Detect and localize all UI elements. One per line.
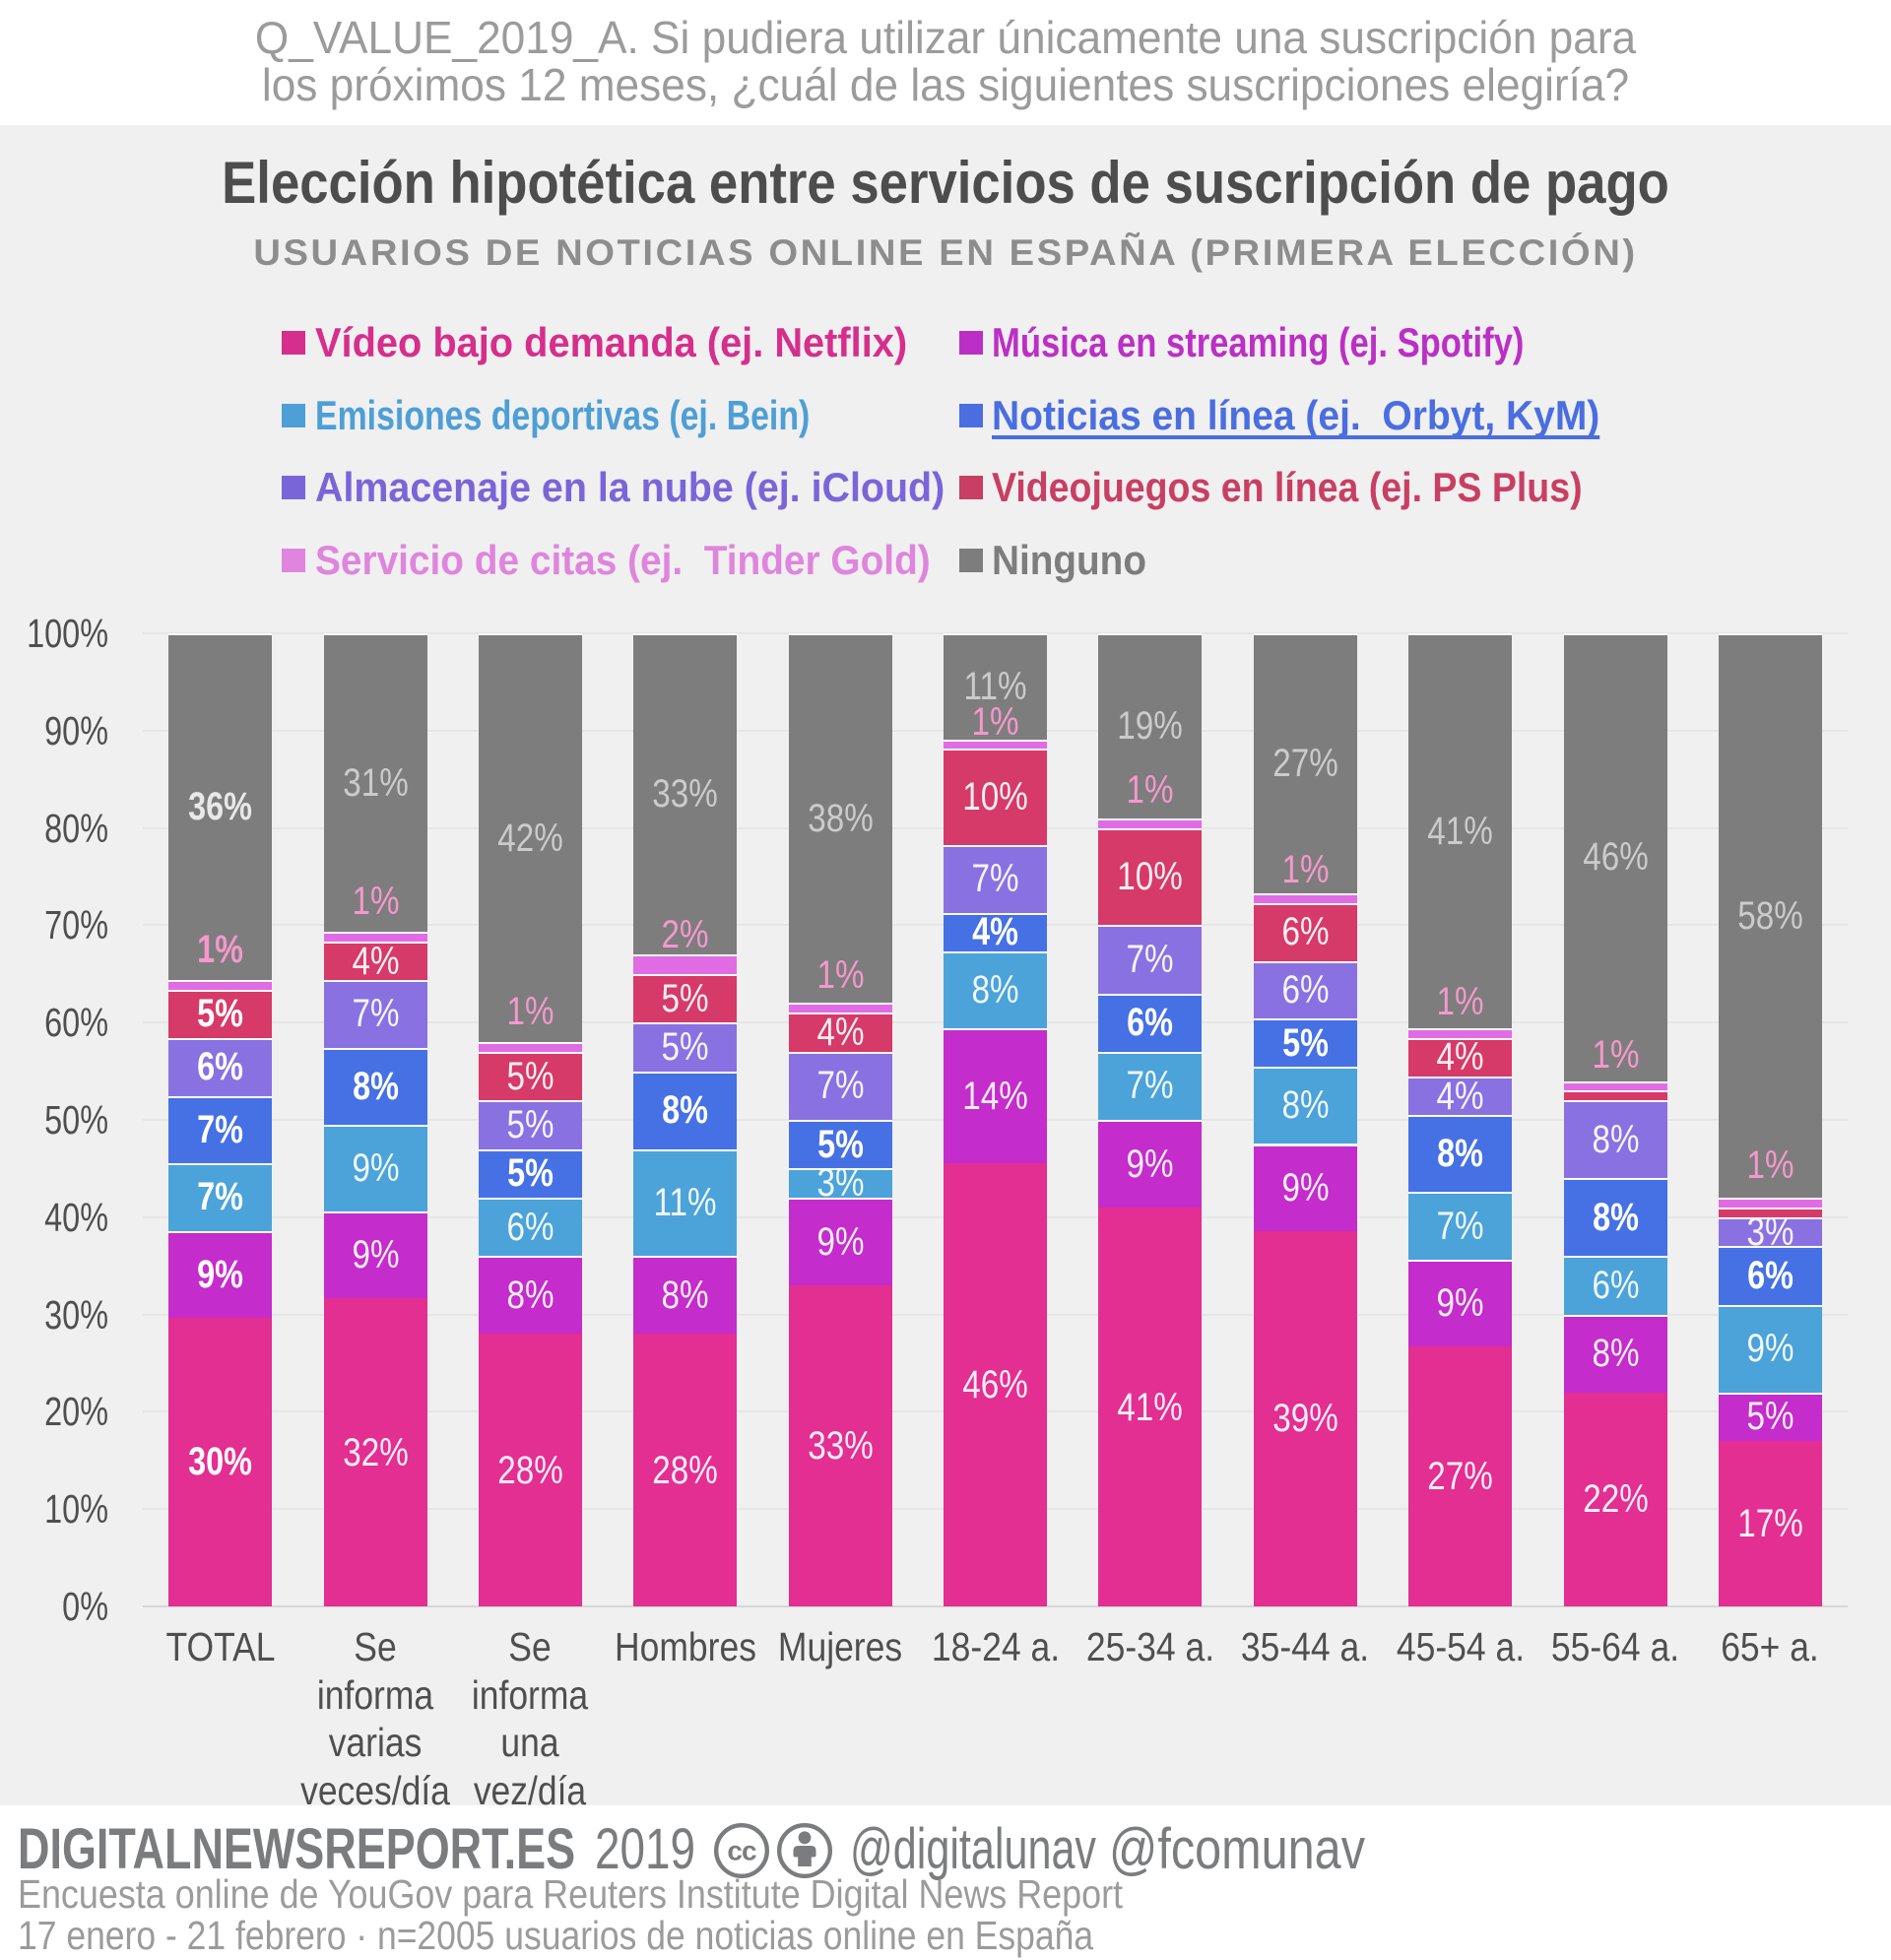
svg-text:cc: cc xyxy=(727,1836,756,1866)
